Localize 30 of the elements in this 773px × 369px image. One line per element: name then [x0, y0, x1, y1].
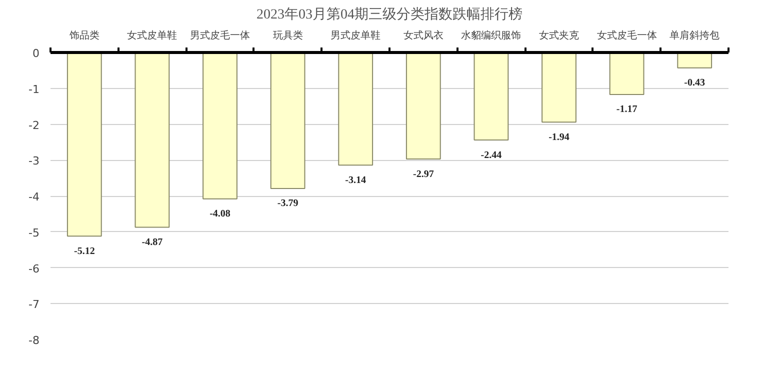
x-tick-label: 女式皮单鞋	[127, 30, 178, 42]
y-tick-label: -4	[28, 190, 40, 204]
x-tick-label: 男式皮单鞋	[330, 30, 381, 42]
data-label: -3.14	[345, 174, 366, 186]
data-label: -3.79	[277, 198, 298, 210]
x-tick-label: 女式夹克	[539, 30, 579, 42]
y-tick-label: 0	[32, 47, 40, 60]
x-tick-label: 水貂编织服饰	[461, 30, 522, 42]
y-tick-label: -5	[28, 226, 40, 240]
y-tick-label: -2	[28, 118, 40, 132]
y-tick-label: -3	[28, 154, 40, 168]
x-tick-label: 玩具类	[272, 30, 303, 42]
x-tick-label: 单肩斜挎包	[670, 30, 720, 42]
y-tick-label: -6	[28, 262, 40, 276]
y-tick-label: -8	[28, 334, 40, 347]
data-label: -4.87	[142, 236, 163, 248]
chart-title: 2023年03月第04期三级分类指数跌幅排行榜	[256, 6, 522, 22]
x-tick-label: 饰品类	[68, 30, 100, 42]
x-tick-label: 女式风衣	[403, 30, 444, 42]
data-label: -1.17	[616, 104, 638, 116]
data-label: -1.94	[548, 132, 570, 143]
y-tick-label: -1	[28, 82, 40, 96]
data-label: -5.12	[74, 246, 95, 257]
data-label: -4.08	[210, 208, 230, 220]
x-tick-label: 女式皮毛一体	[596, 30, 657, 42]
data-label: -2.44	[480, 150, 502, 161]
data-label: -2.97	[412, 168, 434, 180]
y-tick-label: -7	[28, 298, 40, 312]
data-label: -0.43	[684, 78, 706, 89]
x-tick-label: 男式皮毛一体	[190, 30, 250, 42]
